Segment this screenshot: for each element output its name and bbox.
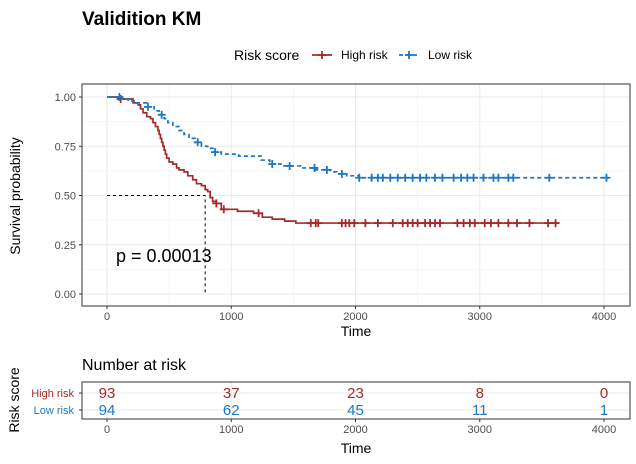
risk-table-title: Number at risk [82, 357, 187, 374]
censor-mark [422, 173, 431, 182]
risk-x-tick-label: 0 [104, 424, 110, 436]
censor-mark [361, 219, 370, 228]
x-tick-label: 0 [104, 311, 110, 323]
censor-mark [388, 219, 397, 228]
censor-mark [525, 219, 534, 228]
risk-count: 0 [600, 385, 608, 402]
censor-mark [144, 102, 153, 111]
censor-mark [479, 173, 488, 182]
series-0 [107, 94, 560, 228]
y-axis-title: Survival probability [7, 137, 23, 255]
y-tick-label: 0.25 [55, 240, 76, 252]
risk-row-label: High risk [31, 388, 74, 400]
chart-title: Validition KM [82, 9, 201, 30]
censor-mark [314, 219, 323, 228]
censor-mark [486, 219, 495, 228]
censor-mark [268, 159, 277, 168]
series-1 [107, 93, 611, 182]
risk-count: 8 [476, 385, 484, 402]
censor-mark [386, 173, 395, 182]
censor-mark [373, 219, 382, 228]
legend: Risk score High risk Low risk [234, 47, 473, 63]
censor-mark [193, 138, 202, 147]
censor-mark [544, 219, 553, 228]
censor-mark [254, 209, 263, 218]
legend-key-censor [318, 51, 326, 59]
censor-mark [219, 205, 228, 214]
x-tick-label: 2000 [343, 311, 367, 323]
plot-area: 0 1000 2000 3000 4000 0.00 0.25 0.50 0.75 1.00 p =… [55, 83, 631, 323]
risk-count: 23 [347, 385, 364, 402]
x-axis-title: Time [341, 323, 372, 339]
censor-mark [401, 173, 410, 182]
risk-x-tick-label: 4000 [592, 424, 616, 436]
censor-mark [509, 173, 518, 182]
legend-label: Low risk [428, 48, 473, 62]
risk-row-label: Low risk [34, 405, 75, 417]
censor-mark [413, 219, 422, 228]
risk-x-tick-label: 3000 [468, 424, 492, 436]
risk-x-tick-label: 2000 [343, 424, 367, 436]
censor-mark [449, 173, 458, 182]
risk-x-tick-label: 1000 [219, 424, 243, 436]
risk-count: 93 [99, 385, 116, 402]
censor-mark [602, 173, 611, 182]
risk-count: 62 [223, 402, 240, 419]
censor-mark [469, 173, 478, 182]
x-tick-label: 1000 [219, 311, 243, 323]
legend-title: Risk score [234, 47, 300, 63]
censor-mark [408, 173, 417, 182]
censor-mark [513, 219, 522, 228]
risk-count: 11 [472, 402, 488, 419]
censor-mark [545, 173, 554, 182]
median-reference-line [107, 195, 206, 294]
legend-label: High risk [341, 48, 389, 62]
censor-mark [431, 173, 440, 182]
censor-mark [322, 165, 331, 174]
risk-count: 94 [99, 402, 116, 419]
x-tick-label: 3000 [468, 311, 492, 323]
censor-mark [211, 148, 220, 157]
risk-x-axis-title: Time [341, 440, 372, 456]
censor-mark [157, 110, 166, 119]
censor-mark [337, 169, 346, 178]
censor-mark [393, 173, 402, 182]
p-value-label: p = 0.00013 [116, 246, 212, 266]
censor-mark [310, 163, 319, 172]
survival-curve-line [107, 96, 607, 179]
y-tick-label: 0.00 [55, 289, 76, 301]
risk-count: 45 [347, 402, 364, 419]
censor-mark [504, 219, 513, 228]
censor-mark [551, 219, 560, 228]
y-tick-label: 0.50 [55, 191, 76, 203]
risk-count: 1 [600, 402, 608, 419]
censor-mark [438, 173, 447, 182]
risk-table-border [81, 381, 631, 420]
censor-mark [350, 219, 359, 228]
risk-y-axis-title: Risk score [6, 367, 22, 433]
censor-mark [470, 219, 479, 228]
censor-mark [212, 199, 221, 208]
censor-mark [435, 219, 444, 228]
censor-mark [494, 219, 503, 228]
plot-border [81, 83, 631, 307]
y-tick-label: 0.75 [55, 141, 76, 153]
censor-mark [494, 173, 503, 182]
censor-mark [355, 173, 364, 182]
legend-key-censor [405, 51, 413, 59]
y-tick-label: 1.00 [55, 92, 76, 104]
x-tick-label: 4000 [592, 311, 616, 323]
risk-count: 37 [223, 385, 240, 402]
censor-mark [378, 173, 387, 182]
censor-mark [115, 93, 124, 101]
censor-mark [285, 161, 294, 170]
